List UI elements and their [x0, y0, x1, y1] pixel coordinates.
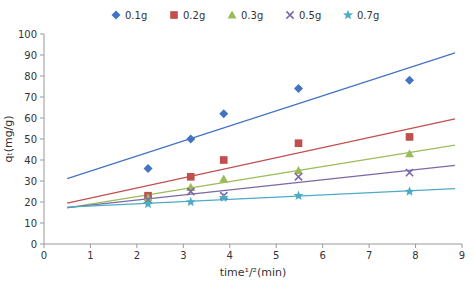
x-tick-label: 9 — [459, 250, 465, 261]
point — [405, 186, 415, 195]
y-tick — [40, 202, 44, 203]
x-tick-label: 1 — [87, 250, 93, 261]
legend-label: 0.3g — [241, 10, 263, 21]
y-axis-label: qₜ(mg/g) — [2, 115, 15, 162]
legend-marker — [112, 11, 121, 20]
point — [187, 173, 195, 181]
point — [406, 169, 413, 176]
y-axis-line — [44, 34, 45, 244]
x-tick-label: 7 — [366, 250, 372, 261]
y-tick — [40, 223, 44, 224]
x-tick — [276, 244, 277, 248]
x-tick — [183, 244, 184, 248]
y-tick — [40, 34, 44, 35]
point — [405, 76, 414, 85]
point — [187, 188, 194, 195]
x-tick-label: 8 — [412, 250, 418, 261]
legend: 0.1g 0.2g 0.3g 0.5g 0.7g — [112, 10, 380, 21]
legend-label: 0.5g — [299, 10, 321, 21]
x-tick — [44, 244, 45, 248]
x-tick — [462, 244, 463, 248]
point — [220, 156, 228, 164]
y-tick-label: 70 — [24, 92, 37, 103]
x-tick — [90, 244, 91, 248]
y-tick-label: 50 — [24, 134, 37, 145]
trend-line — [67, 119, 455, 203]
y-tick-label: 80 — [24, 71, 37, 82]
x-axis-label: time¹/²(min) — [220, 266, 287, 279]
point — [295, 173, 302, 180]
background — [0, 0, 474, 284]
y-tick-label: 100 — [18, 29, 37, 40]
x-tick-label: 0 — [41, 250, 47, 261]
y-tick-label: 90 — [24, 50, 37, 61]
point — [294, 84, 303, 93]
point — [219, 174, 228, 182]
trend-line — [67, 145, 455, 208]
legend-marker — [228, 11, 237, 19]
x-tick — [369, 244, 370, 248]
y-tick — [40, 244, 44, 245]
trend-line — [67, 165, 455, 207]
point — [405, 149, 414, 157]
y-tick-label: 40 — [24, 155, 37, 166]
legend-marker — [286, 11, 293, 18]
plot-area — [67, 53, 455, 208]
x-tick-label: 2 — [134, 250, 140, 261]
legend-label: 0.1g — [125, 10, 147, 21]
y-tick — [40, 97, 44, 98]
point — [143, 199, 153, 208]
y-tick — [40, 76, 44, 77]
x-tick — [415, 244, 416, 248]
point — [186, 183, 195, 191]
trend-line — [67, 53, 455, 179]
y-tick-label: 10 — [24, 218, 37, 229]
x-tick — [322, 244, 323, 248]
y-tick — [40, 160, 44, 161]
legend-marker — [170, 11, 178, 19]
x-tick — [136, 244, 137, 248]
y-tick-label: 60 — [24, 113, 37, 124]
point — [144, 164, 153, 173]
y-tick — [40, 118, 44, 119]
legend-label: 0.7g — [357, 10, 379, 21]
x-tick — [229, 244, 230, 248]
y-tick-label: 0 — [31, 239, 37, 250]
x-axis-line — [44, 244, 462, 245]
x-tick-label: 4 — [227, 250, 233, 261]
point — [294, 191, 304, 200]
chart: 01234567890102030405060708090100time¹/²(… — [0, 0, 474, 284]
x-tick-label: 3 — [180, 250, 186, 261]
point — [186, 197, 196, 206]
point — [219, 193, 229, 202]
y-tick — [40, 139, 44, 140]
y-tick — [40, 181, 44, 182]
y-tick — [40, 55, 44, 56]
point — [295, 139, 303, 147]
legend-marker — [343, 10, 353, 19]
point — [186, 135, 195, 144]
point — [406, 133, 414, 141]
point — [219, 109, 228, 118]
y-tick-label: 30 — [24, 176, 37, 187]
x-tick-label: 6 — [319, 250, 325, 261]
x-tick-label: 5 — [273, 250, 279, 261]
trend-line — [67, 189, 455, 207]
legend-label: 0.2g — [183, 10, 205, 21]
y-tick-label: 20 — [24, 197, 37, 208]
